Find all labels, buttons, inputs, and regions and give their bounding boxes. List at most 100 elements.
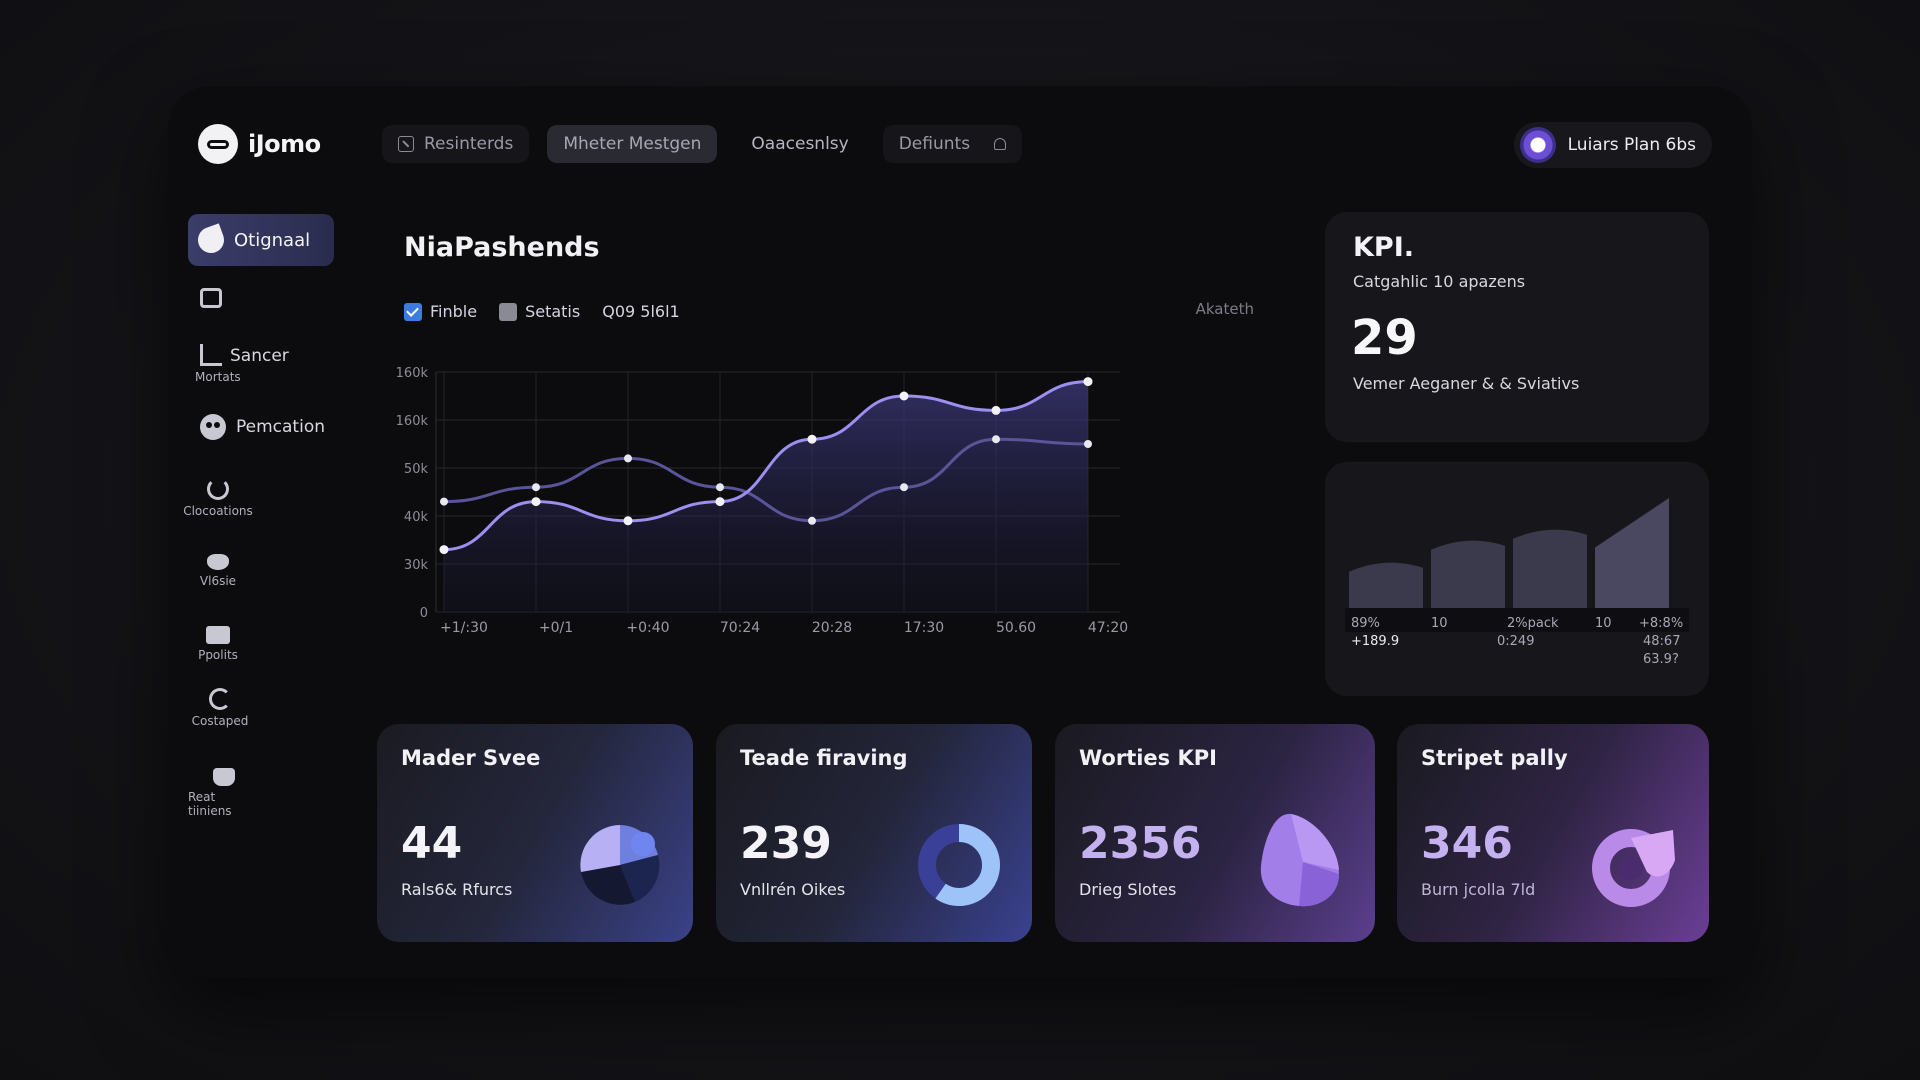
mini-label: 89%	[1351, 616, 1380, 631]
x-tick-label: +0/1	[539, 620, 573, 636]
mini-label: +8:8%	[1639, 616, 1684, 631]
x-tick-label: 20:28	[812, 620, 852, 636]
stat-label: Vnllrén Oikes	[740, 880, 846, 899]
sidebar-item-reat[interactable]: Reat tiiniens	[188, 762, 260, 832]
stat-card-teade[interactable]: Teade firaving 239 Vnllrén Oikes	[716, 724, 1032, 942]
leaf-icon	[194, 223, 228, 257]
series-2-point	[900, 483, 908, 492]
stat-value: 346	[1421, 818, 1513, 869]
kpi-description: Vemer Aeganer & & Sviativs	[1353, 374, 1580, 393]
sidebar-item-label: Pemcation	[236, 417, 325, 437]
app-logo[interactable]: iJomo	[198, 124, 321, 164]
mini-label: 10	[1431, 616, 1448, 631]
image-icon	[398, 136, 414, 152]
kpi-title: KPI.	[1353, 232, 1415, 263]
series-2-point	[624, 454, 632, 463]
y-tick-label: 160k	[396, 366, 429, 381]
legend-item[interactable]: Q09 5l6l1	[602, 302, 679, 321]
bag-icon	[206, 626, 230, 644]
y-tick-label: 30k	[404, 558, 429, 573]
y-tick-label: 160k	[396, 414, 429, 429]
y-tick-label: 50k	[404, 462, 429, 477]
box-icon	[200, 288, 222, 308]
x-tick-label: 47:20	[1088, 620, 1128, 636]
sidebar-item-label: Sancer	[230, 346, 289, 366]
x-tick-label: +0:40	[626, 620, 669, 636]
checkbox-checked-icon[interactable]	[404, 302, 422, 321]
sidebar-item-visie[interactable]: Vl6sie	[188, 550, 248, 620]
tab-mheter-mestgen[interactable]: Mheter Mestgen	[547, 125, 718, 163]
mini-bar-chart	[1345, 482, 1689, 632]
series-1-point	[623, 516, 633, 526]
power-icon	[207, 478, 229, 500]
tab-resinterds[interactable]: Resinterds	[382, 125, 530, 163]
legend-label: Finble	[430, 302, 478, 321]
sidebar-item-label: Otignaal	[234, 229, 311, 251]
tab-label: Oaacesnlsy	[751, 134, 849, 154]
stat-card-worties[interactable]: Worties KPI 2356 Drieg Slotes	[1055, 724, 1375, 942]
series-2-line	[443, 437, 1089, 523]
legend-label: Setatis	[525, 302, 581, 321]
stat-card-mader[interactable]: Mader Svee 44 Rals6& Rfurcs	[377, 724, 693, 942]
kpi-subtitle: Catgahlic 10 apazens	[1353, 272, 1526, 291]
sidebar-item-sublabel: Ppolits	[198, 648, 238, 662]
main-chart: 0 30k 40k 50k 160k 160k +1/:30 +0/1 +0:40 70:24 20…	[396, 366, 1129, 636]
series-2-point	[440, 497, 448, 506]
legend-item[interactable]: Finble	[404, 302, 477, 321]
series-1-point	[531, 497, 541, 507]
mini-bar	[1349, 562, 1423, 608]
tab-label: Resinterds	[424, 134, 514, 154]
sidebar-item-ppolits[interactable]: Ppolits	[188, 620, 248, 688]
series-2-point	[808, 516, 816, 525]
stat-label: Rals6& Rfurcs	[401, 880, 513, 899]
stat-label: Burn jcolla 7ld	[1421, 880, 1536, 899]
x-tick-label: 70:24	[720, 620, 760, 636]
stat-label: Drieg Slotes	[1079, 880, 1177, 899]
basket-icon	[213, 768, 235, 786]
tab-defiunts[interactable]: Defiunts	[882, 125, 1023, 163]
series-1-point	[715, 497, 725, 507]
sidebar-item-clocoations[interactable]: Clocoations	[183, 478, 253, 550]
mini-label: +189.9	[1351, 634, 1400, 649]
sidebar: Otignaal Sancer Mortats Pemcation Clocoa…	[183, 214, 336, 832]
mini-label: 10	[1595, 616, 1612, 631]
mini-label: 2%pack	[1507, 616, 1559, 631]
top-nav: Resinterds Mheter Mestgen Oaacesnlsy Def…	[382, 125, 1023, 163]
ring-chart-icon	[1592, 829, 1675, 907]
sidebar-item-sublabel: Vl6sie	[199, 574, 237, 588]
stat-card-stripet[interactable]: Stripet pally 346 Burn jcolla 7ld	[1397, 724, 1709, 942]
series-1-point	[1083, 377, 1093, 387]
series-2-point	[992, 435, 1000, 444]
main-chart-card: NiaPashends Finble Setatis Q09 5l6l1 Aka…	[378, 212, 1304, 692]
sidebar-item-costaped[interactable]: Costaped	[188, 688, 252, 762]
series-1-point	[991, 405, 1001, 415]
mini-bar	[1595, 498, 1669, 608]
sidebar-item-sublabel: Clocoations	[183, 504, 253, 518]
sidebar-item-pemcation[interactable]: Pemcation	[188, 414, 336, 478]
y-tick-label: 40k	[404, 510, 429, 525]
stat-title: Teade firaving	[740, 746, 908, 770]
sidebar-item-sancer[interactable]: Sancer Mortats	[188, 344, 336, 414]
mini-bar	[1431, 540, 1505, 608]
sidebar-item-box[interactable]	[188, 288, 336, 344]
legend-label: Q09 5l6l1	[602, 302, 680, 321]
donut-chart-icon	[918, 824, 1000, 906]
tab-oaacesnlsy[interactable]: Oaacesnlsy	[735, 125, 864, 163]
checkbox-icon[interactable]	[499, 302, 518, 321]
tab-label: Defiunts	[898, 134, 971, 154]
user-menu[interactable]: Luiars Plan 6bs	[1513, 122, 1712, 168]
logo-icon	[198, 124, 238, 164]
bell-icon[interactable]	[994, 138, 1007, 150]
legend-item[interactable]: Setatis	[499, 302, 580, 321]
mini-bar	[1513, 529, 1587, 608]
stat-title: Stripet pally	[1421, 746, 1568, 770]
series-2-point	[716, 483, 724, 492]
kpi-value: 29	[1351, 310, 1418, 366]
logo-text: iJomo	[248, 130, 321, 158]
series-1-point	[439, 545, 449, 555]
y-tick-label: 0	[420, 606, 428, 621]
mini-label: 0:249	[1497, 634, 1535, 649]
e-icon	[209, 688, 231, 710]
sidebar-item-active[interactable]: Otignaal	[188, 214, 334, 266]
x-tick-label: 17:30	[904, 620, 944, 636]
